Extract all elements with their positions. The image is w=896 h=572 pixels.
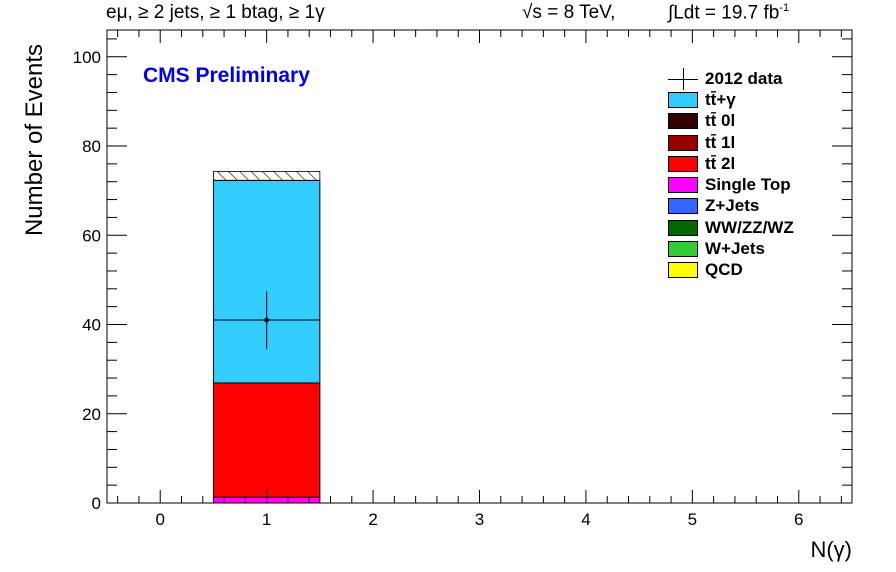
x-tick-label: 6: [794, 510, 803, 529]
legend-label: QCD: [705, 260, 743, 280]
legend: 2012 data tt̄+γ tt̄ 0l tt̄ 1l tt̄ 2l Single T…: [668, 67, 830, 281]
experiment-label: CMS Preliminary: [143, 64, 310, 87]
legend-label: WW/ZZ/WZ: [705, 217, 794, 237]
bar-tt-: [212, 179, 321, 384]
x-tick-label: 5: [688, 510, 697, 529]
legend-swatch: [668, 198, 698, 215]
y-tick-label: 60: [82, 226, 101, 245]
legend-swatch: [668, 219, 698, 236]
x-axis-label: N(γ): [810, 537, 852, 562]
lumi-label: ∫Ldt = 19.7 fb-1: [668, 2, 789, 24]
legend-swatch: [668, 91, 698, 108]
legend-swatch: [668, 113, 698, 130]
y-tick-label: 80: [82, 137, 101, 156]
lumi-text: ∫Ldt = 19.7 fb: [668, 2, 780, 24]
legend-item: W+Jets: [668, 238, 830, 259]
uncertainty-band: [213, 171, 321, 181]
uncertainty-hatch: [213, 171, 321, 181]
lumi-exponent: -1: [779, 2, 790, 14]
legend-item: tt̄ 1l: [668, 132, 830, 153]
y-tick-label: 40: [82, 316, 101, 335]
legend-label: Z+Jets: [705, 196, 760, 216]
y-tick-label: 0: [92, 494, 101, 513]
legend-swatch: [668, 241, 698, 258]
y-tick-label: 20: [82, 405, 101, 424]
x-tick-label: 1: [262, 510, 271, 529]
x-tick-label: 0: [155, 510, 164, 529]
legend-label: Single Top: [705, 175, 791, 195]
energy-label: √s = 8 TeV,: [522, 2, 616, 23]
y-tick-label: 100: [73, 48, 101, 67]
bar-tt-2l: [212, 382, 321, 498]
axis-ticks: [107, 30, 852, 504]
legend-item: 2012 data: [668, 67, 830, 90]
y-axis-label: Number of Events: [21, 43, 48, 237]
legend-label: tt̄+γ: [705, 89, 736, 109]
legend-label: tt̄ 2l: [705, 153, 736, 173]
legend-item: QCD: [668, 260, 830, 281]
x-tick-label: 4: [581, 510, 590, 529]
data-point: [264, 317, 270, 323]
legend-item: Single Top: [668, 174, 830, 195]
legend-label: tt̄ 1l: [705, 132, 736, 152]
legend-swatch: [668, 177, 698, 194]
legend-swatch: [668, 155, 698, 172]
legend-swatch: [668, 134, 698, 151]
x-tick-label: 3: [475, 510, 484, 529]
legend-item: WW/ZZ/WZ: [668, 217, 830, 238]
legend-item: Z+Jets: [668, 196, 830, 217]
legend-label: 2012 data: [705, 68, 783, 88]
selection-label: eμ, ≥ 2 jets, ≥ 1 btag, ≥ 1γ: [106, 2, 325, 23]
legend-label: W+Jets: [705, 239, 765, 259]
x-tick-label: 2: [368, 510, 377, 529]
legend-swatch: [668, 67, 698, 90]
data-points: [213, 291, 320, 349]
legend-label: tt̄ 0l: [705, 111, 736, 131]
legend-item: tt̄ 0l: [668, 111, 830, 132]
legend-item: tt̄+γ: [668, 89, 830, 110]
legend-swatch: [668, 262, 698, 279]
legend-item: tt̄ 2l: [668, 153, 830, 174]
stack-bars: [212, 179, 321, 504]
